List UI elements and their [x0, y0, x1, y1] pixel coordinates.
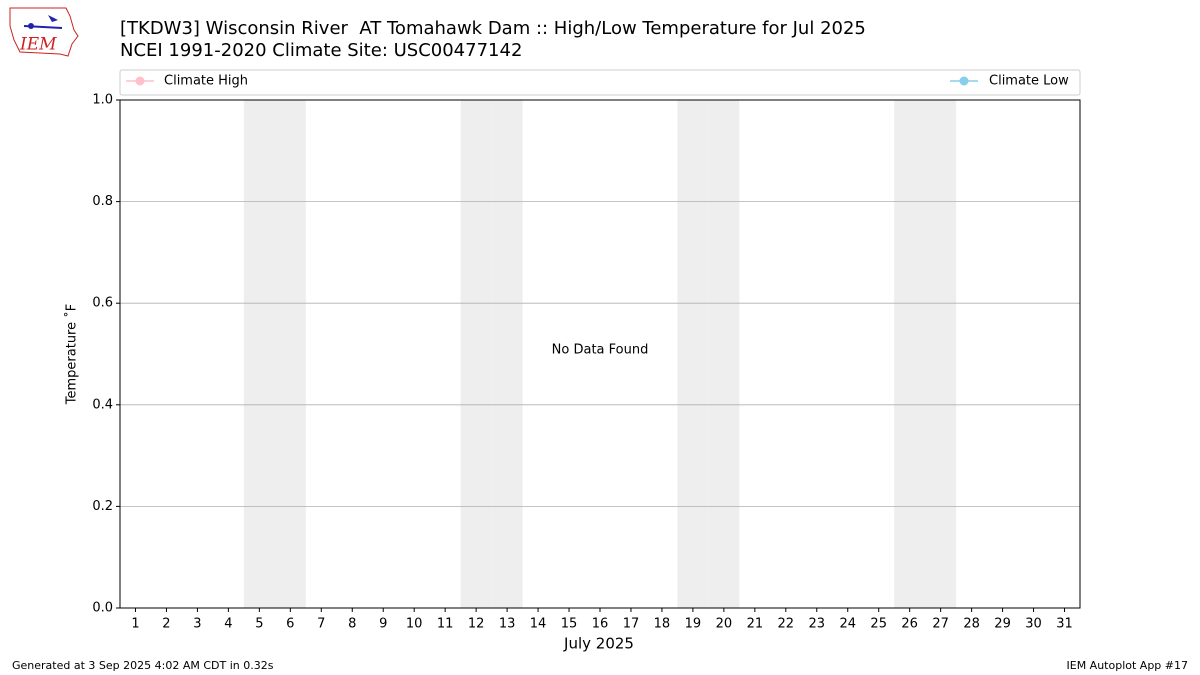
x-tick-label: 18	[654, 617, 671, 632]
x-tick-label: 13	[499, 617, 516, 632]
plot-frame	[119, 99, 1081, 609]
x-tick-label: 11	[437, 617, 454, 632]
x-tick-label: 21	[747, 617, 764, 632]
x-tick-label: 28	[963, 617, 980, 632]
chart-subtitle: NCEI 1991-2020 Climate Site: USC00477142	[120, 40, 522, 61]
footer-right: IEM Autoplot App #17	[1067, 659, 1189, 672]
x-tick-label: 14	[530, 617, 547, 632]
legend-label: Climate Low	[989, 74, 1069, 89]
x-tick-label: 6	[286, 617, 294, 632]
x-tick-label: 16	[592, 617, 609, 632]
x-tick-label: 5	[255, 617, 263, 632]
x-tick-label: 19	[685, 617, 702, 632]
y-tick-label: 1.0	[92, 93, 113, 108]
legend-label: Climate High	[164, 74, 248, 89]
x-tick-label: 20	[716, 617, 733, 632]
x-tick-label: 30	[1025, 617, 1042, 632]
x-tick-label: 17	[623, 617, 640, 632]
weekend-shade	[894, 100, 926, 608]
annotation: No Data Found	[552, 343, 649, 358]
footer-left: Generated at 3 Sep 2025 4:02 AM CDT in 0…	[12, 659, 274, 672]
weekend-shade	[708, 100, 740, 608]
x-tick-label: 22	[778, 617, 795, 632]
weekend-shade	[491, 100, 523, 608]
weekend-shade	[677, 100, 709, 608]
x-tick-label: 4	[224, 617, 232, 632]
legend-box	[119, 69, 1081, 96]
x-tick-label: 12	[468, 617, 485, 632]
y-axis-label: Temperature ˚F	[64, 304, 80, 405]
x-tick-label: 25	[870, 617, 887, 632]
x-tick-label: 24	[839, 617, 856, 632]
weekend-shade	[460, 100, 492, 608]
x-tick-label: 31	[1056, 617, 1073, 632]
x-axis-label: July 2025	[563, 635, 634, 653]
x-tick-label: 8	[348, 617, 356, 632]
y-tick-label: 0.2	[92, 499, 113, 514]
logo-text: IEM	[19, 35, 57, 55]
logo: IEM	[9, 7, 79, 57]
legend-marker	[135, 76, 145, 86]
y-tick-label: 0.8	[92, 194, 113, 209]
x-tick-label: 1	[131, 617, 139, 632]
x-tick-label: 3	[193, 617, 201, 632]
legend-marker	[959, 76, 969, 86]
x-tick-label: 10	[406, 617, 423, 632]
x-tick-label: 29	[994, 617, 1011, 632]
y-tick-label: 0.4	[92, 397, 113, 412]
y-tick-label: 0.6	[92, 296, 113, 311]
weekend-shade	[243, 100, 275, 608]
y-tick-label: 0.0	[92, 601, 113, 616]
x-tick-label: 23	[809, 617, 826, 632]
weekend-shade	[274, 100, 306, 608]
x-tick-label: 9	[379, 617, 387, 632]
chart-title: [TKDW3] Wisconsin River AT Tomahawk Dam …	[120, 18, 866, 39]
x-tick-label: 27	[932, 617, 949, 632]
x-tick-label: 26	[901, 617, 918, 632]
x-tick-label: 2	[162, 617, 170, 632]
x-tick-label: 15	[561, 617, 578, 632]
weekend-shade	[925, 100, 957, 608]
x-tick-label: 7	[317, 617, 325, 632]
